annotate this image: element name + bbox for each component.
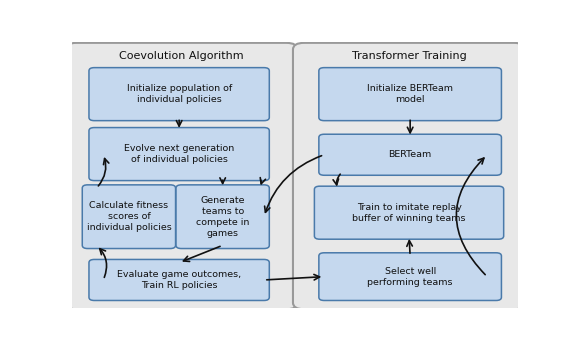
FancyBboxPatch shape (314, 186, 503, 239)
FancyBboxPatch shape (89, 67, 270, 121)
FancyBboxPatch shape (89, 128, 270, 181)
FancyBboxPatch shape (293, 43, 525, 309)
FancyBboxPatch shape (176, 185, 270, 248)
Text: Transformer Training: Transformer Training (352, 51, 467, 61)
Text: Evolve next generation
of individual policies: Evolve next generation of individual pol… (124, 144, 234, 164)
FancyBboxPatch shape (65, 43, 297, 309)
Text: Select well
performing teams: Select well performing teams (367, 266, 453, 287)
Text: Initialize BERTeam
model: Initialize BERTeam model (367, 84, 453, 104)
Text: Initialize population of
individual policies: Initialize population of individual poli… (127, 84, 232, 104)
FancyBboxPatch shape (319, 67, 502, 121)
Text: Evaluate game outcomes,
Train RL policies: Evaluate game outcomes, Train RL policie… (117, 270, 241, 290)
FancyBboxPatch shape (319, 253, 502, 300)
Text: Calculate fitness
scores of
individual policies: Calculate fitness scores of individual p… (86, 201, 171, 232)
FancyBboxPatch shape (319, 134, 502, 175)
FancyBboxPatch shape (89, 260, 270, 300)
Text: Generate
teams to
compete in
games: Generate teams to compete in games (196, 195, 249, 238)
FancyBboxPatch shape (82, 185, 176, 248)
Text: BERTeam: BERTeam (389, 150, 432, 159)
Text: Train to imitate replay
buffer of winning teams: Train to imitate replay buffer of winnin… (353, 203, 466, 223)
Text: Coevolution Algorithm: Coevolution Algorithm (119, 51, 244, 61)
